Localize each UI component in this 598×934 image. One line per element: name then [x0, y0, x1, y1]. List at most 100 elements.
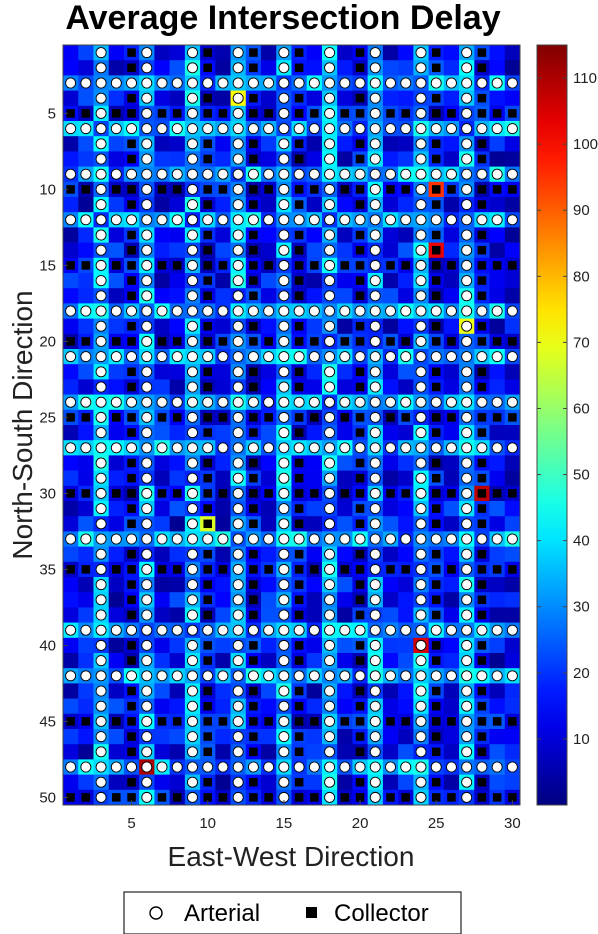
arterial-marker — [278, 153, 290, 165]
arterial-marker — [385, 670, 396, 682]
heatmap-cell — [398, 516, 414, 532]
collector-marker — [401, 109, 410, 118]
arterial-marker — [232, 183, 244, 195]
heatmap-cell — [398, 151, 414, 167]
heatmap-cell — [215, 774, 231, 791]
collector-marker — [203, 610, 212, 620]
arterial-marker — [445, 305, 457, 317]
heatmap-cell — [382, 592, 399, 608]
collector-marker — [294, 245, 304, 255]
collector-marker — [249, 610, 258, 620]
heatmap-cell — [169, 683, 186, 699]
arterial-marker — [339, 214, 351, 226]
legend-collector-marker — [306, 907, 317, 918]
arterial-marker — [65, 305, 77, 317]
arterial-marker — [278, 746, 290, 758]
heatmap-cell — [261, 60, 277, 76]
y-tick-label: 30 — [39, 485, 56, 502]
collector-marker — [127, 473, 136, 483]
collector-marker — [477, 185, 487, 194]
heatmap-cell — [337, 577, 353, 593]
collector-marker — [340, 717, 350, 726]
arterial-marker — [80, 670, 92, 682]
arterial-marker — [95, 320, 107, 332]
heatmap-cell — [108, 45, 125, 61]
arterial-marker — [369, 609, 381, 621]
collector-marker — [127, 139, 136, 149]
arterial-marker — [141, 427, 153, 439]
collector-marker — [477, 549, 487, 559]
arterial-marker — [187, 92, 198, 104]
collector-marker — [340, 793, 350, 802]
arterial-marker — [491, 533, 503, 545]
collector-marker — [66, 413, 75, 422]
arterial-marker — [385, 168, 396, 180]
collector-marker — [127, 519, 136, 529]
arterial-marker — [415, 457, 427, 469]
arterial-marker — [187, 548, 198, 560]
collector-marker — [477, 245, 487, 255]
arterial-marker — [461, 199, 473, 211]
collector-marker — [401, 337, 410, 346]
arterial-marker — [232, 153, 244, 165]
heatmap-cell — [154, 425, 170, 441]
collector-marker — [340, 413, 350, 422]
collector-marker — [386, 565, 395, 574]
heatmap-cell — [306, 607, 323, 623]
collector-marker — [203, 230, 212, 240]
collector-marker — [264, 489, 273, 498]
heatmap-cell — [504, 379, 521, 395]
arterial-marker — [278, 457, 290, 469]
collector-marker — [203, 382, 212, 392]
collector-marker — [477, 473, 487, 483]
heatmap-cell — [215, 698, 231, 715]
arterial-marker — [95, 229, 107, 241]
collector-marker — [477, 261, 487, 270]
arterial-marker — [324, 199, 336, 211]
heatmap-cell — [306, 455, 323, 471]
heatmap-cell — [337, 729, 353, 745]
collector-marker — [172, 793, 182, 802]
arterial-marker — [278, 366, 290, 378]
arterial-marker — [126, 396, 138, 408]
collector-marker — [401, 717, 410, 726]
arterial-marker — [293, 396, 305, 408]
heatmap-cell — [489, 774, 506, 791]
arterial-marker — [324, 107, 336, 119]
collector-marker — [431, 109, 441, 118]
heatmap-cell — [154, 288, 170, 304]
arterial-marker — [232, 138, 244, 150]
arterial-marker — [415, 746, 427, 758]
heatmap-cell — [169, 136, 186, 152]
heatmap-cell — [78, 546, 94, 563]
collector-marker — [431, 793, 441, 802]
collector-marker — [294, 109, 304, 118]
collector-marker — [508, 261, 517, 270]
arterial-marker — [354, 214, 366, 226]
heatmap-cell — [398, 744, 414, 760]
collector-marker — [294, 367, 304, 377]
y-tick-label: 10 — [39, 181, 56, 198]
collector-marker — [477, 367, 487, 377]
collector-marker — [157, 793, 167, 802]
arterial-marker — [461, 214, 473, 226]
collector-marker — [355, 701, 365, 711]
heatmap-cell — [261, 425, 277, 441]
heatmap-cell — [169, 455, 186, 471]
arterial-marker — [202, 624, 214, 636]
arterial-marker — [187, 594, 198, 606]
heatmap-cell — [398, 774, 414, 791]
heatmap-cell — [154, 364, 170, 380]
arterial-marker — [430, 624, 442, 636]
heatmap-cell — [489, 45, 506, 61]
arterial-marker — [369, 275, 381, 287]
arterial-marker — [369, 320, 381, 332]
arterial-marker — [278, 62, 290, 74]
arterial-marker — [95, 62, 107, 74]
collector-marker — [431, 489, 441, 498]
arterial-marker — [187, 563, 198, 575]
heatmap-cell — [489, 653, 506, 669]
heatmap-cell — [382, 364, 399, 380]
colorbar-tick-label: 70 — [573, 334, 590, 351]
